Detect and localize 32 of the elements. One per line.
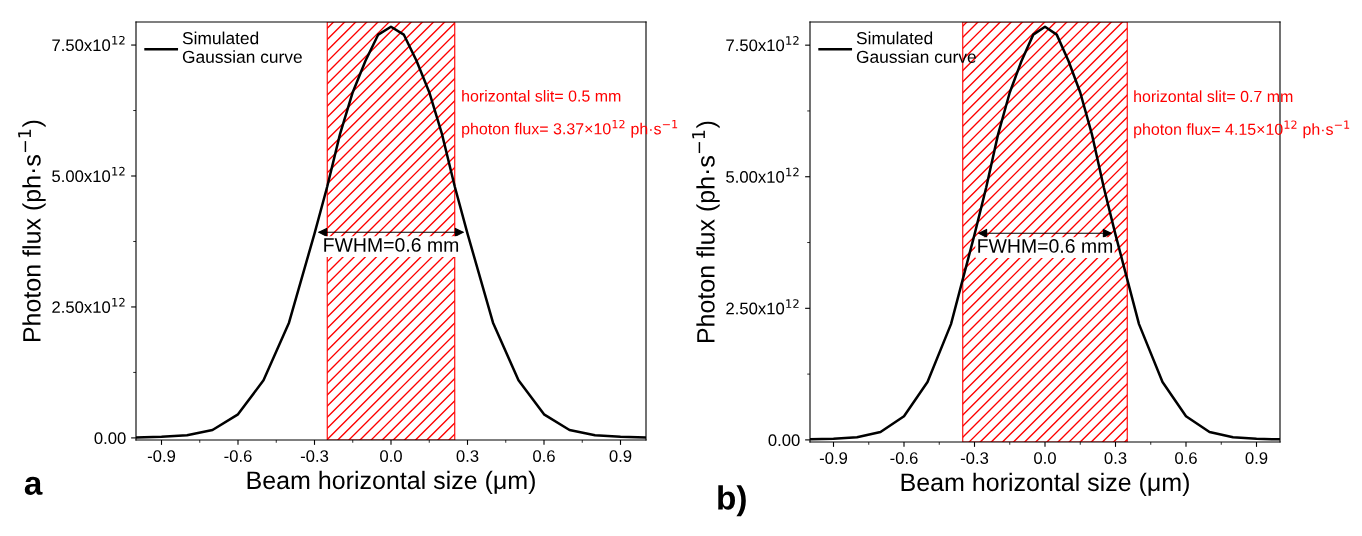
y-axis-title: Photon flux (ph·s$^{−1}$) [18,120,46,342]
x-axis-title: Beam horizontal size (μm) [901,472,1189,497]
annotation: FWHM=0.6 mm [324,238,459,252]
x-tick-label: 0.6 [533,450,555,462]
x-tick-label: 0.6 [1175,452,1197,464]
x-axis-title: Beam horizontal size (μm) [247,470,535,495]
x-tick-label: 0.9 [609,450,632,462]
y-tick-label: 0.00 [94,432,126,445]
x-tick-label: -0.3 [300,450,329,462]
y-tick-label: 0.00 [768,434,800,447]
x-tick-label: 0.9 [1245,452,1268,464]
x-tick-label: 0.0 [380,450,402,462]
x-tick-label: -0.6 [224,450,252,462]
annotation: horizontal slit= 0.5 mm [462,89,621,102]
y-axis-title: Photon flux (ph·s$^{−1}$) [692,121,720,343]
y-tick-label: 5.00x10$^{12}$ [52,166,125,183]
annotation: FWHM=0.6 mm [978,239,1113,253]
y-tick-label: 5.00x10$^{12}$ [726,167,799,183]
x-tick-label: 0.3 [1104,452,1127,464]
x-tick-label: -0.6 [890,452,918,464]
text: a [24,476,43,495]
x-tick-label: 0.3 [456,450,479,462]
x-tick-label: 0.0 [1034,452,1056,464]
y-tick-label: 2.50x10$^{12}$ [52,297,125,314]
legend-label: Simulated Gaussian curve [182,31,302,63]
x-tick-label: -0.9 [147,450,176,462]
y-tick-label: 7.50x10$^{12}$ [52,35,125,52]
y-tick-label: 7.50x10$^{12}$ [726,36,799,52]
y-tick-label: 2.50x10$^{12}$ [726,299,799,315]
x-tick-label: -0.9 [819,452,848,464]
text: b) [718,485,746,517]
x-tick-label: -0.3 [960,452,989,464]
